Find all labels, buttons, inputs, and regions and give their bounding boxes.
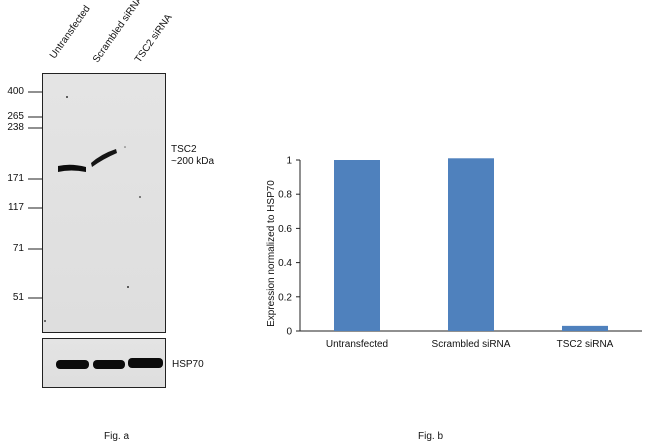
marker-label-265: 265 (7, 111, 24, 122)
tsc2-target-label-line2: ~200 kDa (171, 156, 215, 167)
marker-ticks (28, 91, 42, 299)
y-tick-label: 0.8 (278, 190, 292, 201)
tsc2-target-label-line1: TSC2 (171, 144, 197, 155)
lane-label-untransfected: Untransfected (47, 3, 93, 61)
y-tick-label: 0.4 (278, 258, 292, 269)
blot-speck (127, 286, 129, 288)
tsc2-band-scrambled (91, 149, 117, 167)
y-tick-label: 0 (286, 327, 292, 338)
y-tick-label: 0.2 (278, 292, 292, 303)
blot-speck (139, 196, 141, 198)
expression-bar-chart: 0 0.2 0.4 0.6 0.8 1 Expression normalized to H… (266, 156, 642, 350)
fig-b-caption: Fig. b (418, 431, 444, 442)
x-tick-label: Untransfected (326, 339, 388, 350)
x-tick-label: Scrambled siRNA (432, 339, 511, 350)
y-tick-label: 0.6 (278, 224, 292, 235)
blot-speck (66, 96, 68, 98)
marker-label-71: 71 (12, 243, 24, 254)
hsp70-blot-image (42, 338, 166, 388)
marker-label-51: 51 (12, 292, 24, 303)
y-axis-title: Expression normalized to HSP70 (266, 180, 277, 327)
bar-scrambled-sirna (448, 158, 494, 331)
blot-speck (124, 146, 126, 148)
blot-speck (44, 320, 46, 322)
hsp70-band-untransfected (56, 360, 89, 369)
x-tick-label: TSC2 siRNA (557, 339, 614, 350)
fig-a-caption: Fig. a (104, 431, 130, 442)
hsp70-band-tsc2-sirna (128, 358, 163, 368)
bar-tsc2-sirna (562, 325, 608, 331)
tsc2-blot-image (42, 73, 166, 333)
lane-label-tsc2-sirna: TSC2 siRNA (132, 12, 175, 65)
tsc2-blot-bands (44, 96, 141, 322)
y-tick-label: 1 (286, 156, 292, 167)
marker-label-117: 117 (8, 202, 24, 213)
marker-label-400: 400 (7, 86, 24, 97)
marker-label-171: 171 (7, 173, 24, 184)
hsp70-label: HSP70 (172, 359, 204, 370)
hsp70-blot-bands (56, 358, 163, 369)
marker-label-238: 238 (7, 122, 24, 133)
hsp70-band-scrambled (93, 360, 125, 369)
bar-untransfected (334, 160, 380, 331)
tsc2-band-untransfected (58, 164, 86, 172)
